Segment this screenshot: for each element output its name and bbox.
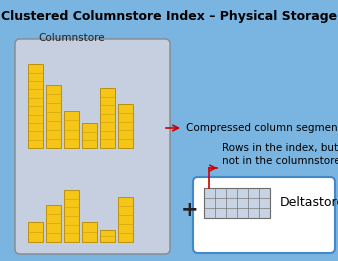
Bar — [28, 64, 43, 148]
Bar — [28, 222, 43, 242]
Bar — [46, 205, 61, 242]
Bar — [64, 190, 79, 242]
Text: +: + — [181, 200, 199, 220]
Text: Columnstore: Columnstore — [38, 33, 105, 43]
Text: Deltastore: Deltastore — [280, 197, 338, 210]
Bar — [82, 222, 97, 242]
FancyBboxPatch shape — [15, 39, 170, 254]
Bar — [118, 104, 133, 148]
FancyBboxPatch shape — [193, 177, 335, 253]
Bar — [118, 197, 133, 242]
Text: Rows in the index, but
not in the columnstore: Rows in the index, but not in the column… — [222, 143, 338, 166]
Text: Compressed column segments: Compressed column segments — [186, 123, 338, 133]
Bar — [100, 230, 115, 242]
Text: Clustered Columnstore Index – Physical Storage: Clustered Columnstore Index – Physical S… — [1, 10, 337, 23]
Bar — [64, 111, 79, 148]
Bar — [100, 88, 115, 148]
Bar — [46, 85, 61, 148]
Bar — [204, 188, 270, 218]
Bar — [82, 123, 97, 148]
